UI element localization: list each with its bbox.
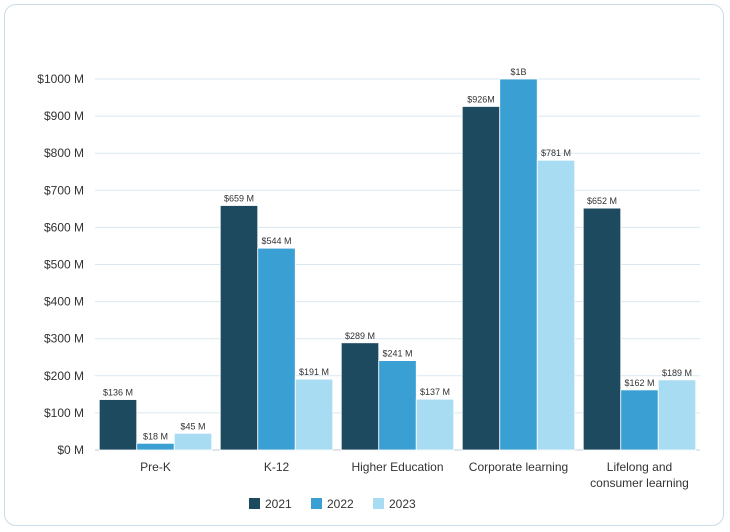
x-tick-label: Corporate learning	[469, 460, 568, 474]
bar-2021-1	[219, 205, 259, 451]
data-label: $137 M	[420, 387, 450, 397]
x-tick-label: Lifelong and	[607, 460, 672, 474]
legend-swatch-2022	[311, 498, 322, 509]
y-tick-label: $0 M	[57, 443, 84, 457]
bar-2021-3	[461, 106, 501, 451]
data-label: $1B	[510, 67, 526, 77]
y-tick-label: $600 M	[44, 220, 84, 234]
y-tick-label: $400 M	[44, 295, 84, 309]
y-tick-label: $200 M	[44, 369, 84, 383]
y-tick-label: $800 M	[44, 146, 84, 160]
legend-swatch-2021	[249, 498, 260, 509]
bar-2021-0	[98, 399, 138, 451]
legend-label: 2022	[327, 497, 354, 511]
bar-2022-0	[136, 442, 175, 451]
data-label: $241 M	[382, 349, 412, 359]
bar-2023-4	[657, 379, 697, 451]
x-tick-label: Higher Education	[351, 460, 443, 474]
y-tick-label: $900 M	[44, 109, 84, 123]
bar-2022-1	[257, 247, 296, 451]
y-tick-label: $500 M	[44, 258, 84, 272]
bar-2022-3	[499, 78, 538, 451]
data-label: $659 M	[224, 194, 254, 204]
data-label: $544 M	[261, 236, 291, 246]
data-label: $18 M	[143, 431, 168, 441]
legend-swatch-2023	[373, 498, 384, 509]
x-tick-label: K-12	[264, 460, 290, 474]
x-tick-label: consumer learning	[590, 476, 689, 490]
data-label: $781 M	[541, 148, 571, 158]
bar-2023-1	[294, 378, 334, 451]
bar-2021-4	[582, 207, 622, 451]
y-tick-label: $1000 M	[37, 72, 84, 86]
x-tick-label: Pre-K	[140, 460, 171, 474]
data-label: $926M	[467, 94, 495, 104]
bar-2022-4	[620, 389, 659, 451]
data-label: $652 M	[587, 196, 617, 206]
y-tick-label: $100 M	[44, 406, 84, 420]
y-tick-label: $700 M	[44, 183, 84, 197]
bar-2023-0	[173, 432, 213, 451]
data-label: $136 M	[103, 388, 133, 398]
data-label: $45 M	[180, 421, 205, 431]
bar-2023-3	[536, 159, 576, 451]
bar-2023-2	[415, 398, 455, 451]
data-label: $191 M	[299, 367, 329, 377]
legend-label: 2021	[265, 497, 292, 511]
y-tick-label: $300 M	[44, 332, 84, 346]
bar-2022-2	[378, 360, 417, 451]
legend-label: 2023	[389, 497, 416, 511]
data-label: $289 M	[345, 331, 375, 341]
data-label: $189 M	[662, 368, 692, 378]
data-label: $162 M	[624, 378, 654, 388]
bar-2021-2	[340, 342, 380, 451]
